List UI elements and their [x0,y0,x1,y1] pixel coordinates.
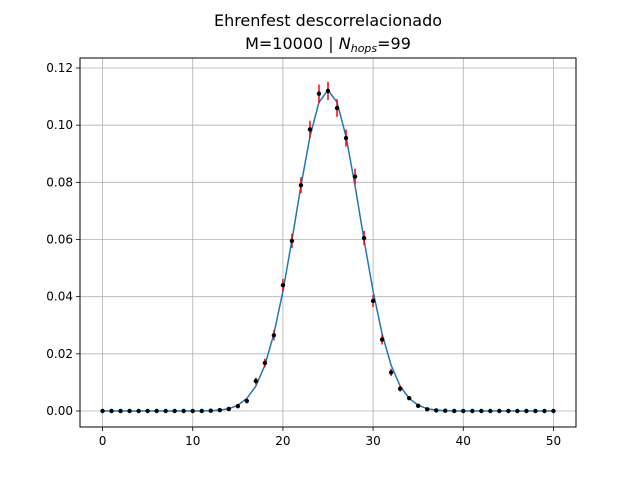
data-point [235,403,241,409]
data-point [542,408,547,414]
data-point [506,408,511,414]
data-point [343,135,349,141]
data-point [452,408,457,414]
data-point [172,408,177,414]
data-point [307,127,313,132]
data-point [217,407,222,413]
data-point [334,105,340,111]
data-point [443,408,448,413]
data-point [289,238,295,244]
data-point [109,408,114,414]
data-point-layer [100,88,556,414]
data-point [515,408,520,414]
x-tick-label: 30 [365,434,380,448]
data-point [370,298,376,304]
x-tick-label: 50 [546,434,561,448]
data-point [298,182,304,188]
y-tick-label: 0.10 [46,118,73,132]
title-suffix: =99 [377,34,411,53]
data-point [524,408,529,414]
data-point [479,408,484,414]
data-point [190,408,195,414]
data-point [397,386,403,391]
title-prefix: M=10000 | [245,34,339,53]
data-point [262,360,268,366]
data-point [253,378,259,384]
data-point [136,408,141,414]
data-point [244,398,250,404]
data-point [127,408,132,414]
y-tick-label: 0.08 [46,175,73,189]
data-point [470,408,475,414]
data-point [406,395,412,401]
x-tick-label: 40 [456,434,471,448]
data-point [208,408,213,413]
data-point [497,408,502,414]
y-tick-label: 0.06 [46,232,73,246]
data-point [271,333,277,338]
x-tick-label: 0 [99,434,107,448]
data-point [415,403,421,409]
x-tick-label: 10 [185,434,200,448]
data-point [352,174,358,179]
y-tick-label: 0.12 [46,61,73,75]
grid-layer [80,58,576,427]
data-point [425,407,430,412]
data-point [118,408,123,414]
data-point [379,337,385,342]
data-point [388,370,394,375]
y-tick-label: 0.04 [46,290,73,304]
data-point [434,408,439,413]
data-point [488,408,493,414]
chart-title-line2: M=10000 | Nhops=99 [245,34,411,55]
data-point [280,283,286,288]
title-variable: N [339,34,351,53]
data-point [533,408,538,414]
data-point [226,406,231,412]
data-point [145,408,150,414]
title-subscript: hops [351,42,378,55]
data-point [163,408,168,414]
data-point [181,408,186,414]
chart-title-line1: Ehrenfest descorrelacionado [214,11,442,30]
data-point [100,408,105,414]
x-tick-label: 20 [275,434,290,448]
data-point [361,235,367,241]
data-point [154,408,159,414]
data-point [461,408,466,414]
data-point [325,88,331,94]
data-point [199,408,204,414]
y-tick-label: 0.02 [46,347,73,361]
data-point [551,408,556,414]
data-point [316,91,322,96]
tick-layer: 0 10 20 30 40 50 0.00 0.02 0.04 0.06 0.08 0.10 0.12 [46,61,561,448]
plot-frame [79,57,577,428]
y-tick-label: 0.00 [46,404,73,418]
